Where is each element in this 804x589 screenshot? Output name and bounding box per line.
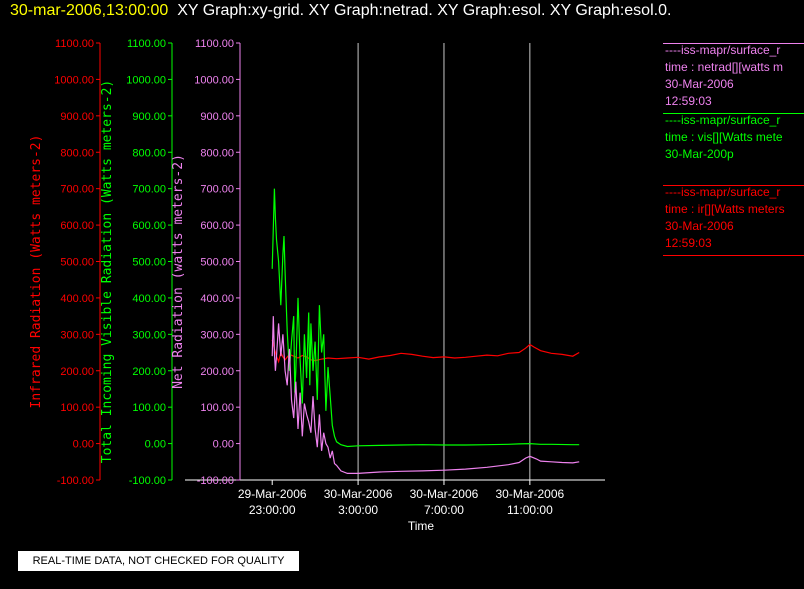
y-tick-label-ir: 1000.00 (54, 74, 94, 86)
y-tick-label-net: 800.00 (200, 147, 234, 159)
chart-series (271, 188, 580, 474)
y-tick-label-ir: 800.00 (60, 147, 94, 159)
y-tick-label-ir: 600.00 (60, 220, 94, 232)
legend-line: time : netrad[][watts m (665, 60, 784, 74)
y-tick-label-vis: 800.00 (132, 147, 166, 159)
header-datetime: 30-mar-2006,13:00:00 (10, 2, 169, 19)
x-tick-label-time: 3:00:00 (338, 503, 378, 517)
legend-line: 30-Mar-2006 (665, 219, 734, 233)
chart-ticks: -100.00 0.00 100.00 200.00 300.00 400.00 500.0… (54, 38, 531, 487)
y-tick-label-vis: 500.00 (132, 257, 166, 269)
x-tick-label-date: 30-Mar-2006 (324, 487, 393, 501)
legend-line: 30-Mar-200p (665, 147, 734, 161)
y-tick-label-net: 400.00 (200, 293, 234, 305)
y-tick-label-net: 500.00 (200, 257, 234, 269)
legend-separator (663, 185, 804, 186)
legend-line: 12:59:03 (665, 236, 712, 250)
y-tick-label-net: 700.00 (200, 184, 234, 196)
x-tick-label-time: 23:00:00 (249, 503, 296, 517)
quality-notice: REAL-TIME DATA, NOT CHECKED FOR QUALITY (18, 551, 299, 571)
y-tick-label-net: 0.00 (213, 439, 234, 451)
y-tick-label-ir: 700.00 (60, 184, 94, 196)
y-tick-label-vis: 1000.00 (126, 74, 166, 86)
y-tick-label-vis: 700.00 (132, 184, 166, 196)
legend-separator (663, 43, 804, 44)
y-tick-label-vis: -100.00 (129, 475, 166, 487)
header: 30-mar-2006,13:00:00 XY Graph:xy-grid. X… (10, 2, 671, 20)
y-tick-label-vis: 0.00 (145, 439, 166, 451)
x-axis-label: Time (408, 519, 435, 533)
y-tick-label-ir: 100.00 (60, 402, 94, 414)
y-tick-label-net: -100.00 (197, 475, 234, 487)
x-tick-label-time: 7:00:00 (424, 503, 464, 517)
legend-line: ----iss-mapr/surface_r (665, 185, 781, 199)
legend-line: 30-Mar-2006 (665, 77, 734, 91)
x-axis-tick-labels: 29-Mar-2006 23:00:00 30-Mar-2006 3:00:00 30-… (238, 487, 565, 517)
y-tick-label-ir: 500.00 (60, 257, 94, 269)
y-tick-label-ir: 400.00 (60, 293, 94, 305)
header-graph-list: XY Graph:xy-grid. XY Graph:netrad. XY Gr… (177, 2, 672, 19)
legend-line: ----iss-mapr/surface_r (665, 43, 781, 57)
y-tick-label-net: 200.00 (200, 366, 234, 378)
series-line-net (271, 316, 580, 474)
x-tick-label-date: 30-Mar-2006 (410, 487, 479, 501)
y-tick-label-vis: 1100.00 (127, 38, 166, 50)
y-tick-label-vis: 400.00 (132, 293, 166, 305)
legend-separator (663, 113, 804, 114)
y-tick-label-net: 100.00 (200, 402, 234, 414)
x-tick-label-time: 11:00:00 (507, 503, 553, 517)
y-tick-label-net: 300.00 (200, 329, 234, 341)
legend-line: time : vis[][Watts mete (665, 130, 783, 144)
series-line-vis (271, 188, 580, 448)
y-axis-title-vis: Total Incoming Visible Radiation (Watts … (100, 80, 115, 464)
legend-line: time : ir[][Watts meters (665, 202, 785, 216)
y-tick-label-vis: 600.00 (132, 220, 166, 232)
y-tick-label-net: 1000.00 (194, 74, 234, 86)
legend-line: 12:59:03 (665, 94, 712, 108)
chart-grid (357, 43, 531, 480)
y-tick-label-ir: 300.00 (60, 329, 94, 341)
y-tick-label-ir: 900.00 (60, 111, 94, 123)
y-axis-titles: Infrared Radiation (Watts meters-2) Total… (29, 80, 186, 464)
y-tick-label-vis: 100.00 (132, 402, 166, 414)
y-tick-label-net: 1100.00 (195, 38, 234, 50)
y-tick-label-vis: 200.00 (132, 366, 166, 378)
legend-line: ----iss-mapr/surface_r (665, 113, 781, 127)
y-tick-label-vis: 300.00 (132, 329, 166, 341)
y-tick-label-ir: 0.00 (73, 439, 94, 451)
y-tick-label-vis: 900.00 (132, 111, 166, 123)
y-tick-label-ir: 200.00 (60, 366, 94, 378)
y-axis-title-net: Net Radiation (watts meters-2) (171, 154, 186, 389)
legend-separator (663, 255, 804, 256)
y-tick-label-ir: -100.00 (57, 475, 94, 487)
x-tick-label-date: 29-Mar-2006 (238, 487, 307, 501)
y-tick-label-ir: 1100.00 (55, 38, 94, 50)
y-tick-label-net: 900.00 (200, 111, 234, 123)
x-tick-label-date: 30-Mar-2006 (496, 487, 565, 501)
y-axis-title-ir: Infrared Radiation (Watts meters-2) (29, 135, 44, 409)
y-tick-label-net: 600.00 (200, 220, 234, 232)
